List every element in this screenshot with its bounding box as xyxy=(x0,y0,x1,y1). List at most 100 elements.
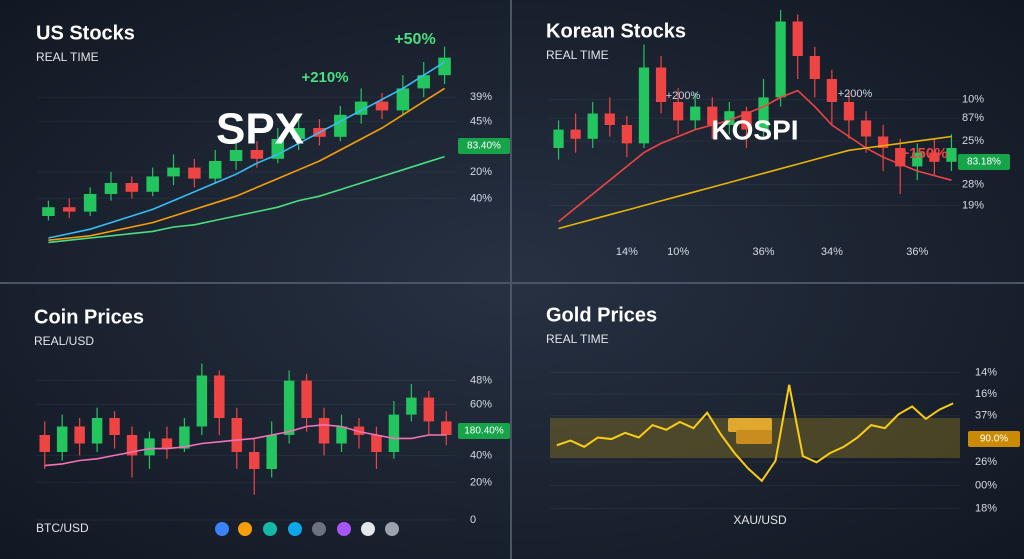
series-line xyxy=(48,87,446,241)
candle-body xyxy=(638,67,650,144)
x-tick-label: 34% xyxy=(821,246,843,258)
candle-body xyxy=(388,414,400,452)
candle-body xyxy=(826,79,837,102)
value-badge-label: 83.18% xyxy=(967,157,1001,168)
y-tick-label: 20% xyxy=(470,166,492,178)
value-badge-label: 90.0% xyxy=(980,434,1008,445)
panel-title: Korean Stocks xyxy=(546,20,686,42)
value-badge xyxy=(958,154,1010,170)
candle-body xyxy=(860,120,872,137)
annotation: +210% xyxy=(301,69,348,86)
candle-body xyxy=(231,418,243,452)
candle-body xyxy=(655,67,667,102)
candle-body xyxy=(208,161,222,179)
x-tick-label: 36% xyxy=(906,246,928,258)
y-tick-label: 48% xyxy=(470,375,492,387)
candle-body xyxy=(318,418,330,444)
panel-title: Gold Prices xyxy=(546,304,657,326)
candle-body xyxy=(371,435,382,452)
candle-body xyxy=(423,397,435,422)
candle-body xyxy=(91,418,103,444)
candle-body xyxy=(56,426,68,452)
y-tick-label: 18% xyxy=(975,503,997,515)
candle-body xyxy=(929,152,940,162)
candle-body xyxy=(42,207,55,216)
series-line xyxy=(48,61,446,239)
candle-body xyxy=(621,125,632,144)
panel-subtitle: REAL TIME xyxy=(546,332,609,346)
candle-body xyxy=(878,136,889,148)
gold-bars xyxy=(728,418,772,444)
series-line xyxy=(558,89,952,223)
candle-body xyxy=(146,176,159,192)
candle-body xyxy=(271,139,285,159)
candle-body xyxy=(724,111,735,125)
y-tick-label: 20% xyxy=(470,477,492,489)
panel-title: US Stocks xyxy=(36,22,135,44)
candle-body xyxy=(375,101,389,111)
series-line xyxy=(558,135,952,230)
candle-body xyxy=(673,102,684,121)
y-tick-label: 26% xyxy=(975,456,997,468)
candle-body xyxy=(758,97,769,130)
candle-body xyxy=(417,75,430,89)
panel-subtitle: REAL TIME xyxy=(546,48,609,62)
panel-footer: BTC/USD xyxy=(36,521,89,535)
candle-body xyxy=(741,111,752,130)
y-tick-label: 39% xyxy=(470,91,492,103)
annotation: +200% xyxy=(666,90,701,102)
candle-body xyxy=(690,106,701,121)
candle-body xyxy=(843,102,855,121)
y-tick-label: 28% xyxy=(962,179,984,191)
candle-body xyxy=(248,452,260,469)
x-tick-label: 14% xyxy=(616,246,638,258)
annotation: +150% xyxy=(900,145,947,162)
y-tick-label: 45% xyxy=(470,115,492,127)
coin-icons xyxy=(215,522,399,536)
candle-body xyxy=(266,435,277,469)
y-tick-label: 00% xyxy=(975,479,997,491)
candle-body xyxy=(188,167,201,179)
value-badge-label: 83.40% xyxy=(467,141,501,152)
candle-body xyxy=(283,380,295,435)
candle-body xyxy=(167,167,180,177)
candle-body xyxy=(353,426,365,435)
candle-body xyxy=(912,152,923,167)
value-badge xyxy=(968,431,1020,447)
y-tick-label: 19% xyxy=(962,199,984,211)
candle-body xyxy=(406,397,417,415)
candle-body xyxy=(74,426,85,444)
panel-footer: XAU/USD xyxy=(733,513,787,527)
candle-body xyxy=(946,148,957,162)
candle-body xyxy=(125,183,139,192)
candle-body xyxy=(396,88,410,111)
candle-body xyxy=(570,129,581,139)
y-tick-label: 25% xyxy=(962,135,984,147)
candle-body xyxy=(229,150,243,161)
candle-body xyxy=(63,207,76,212)
value-badge xyxy=(458,138,510,154)
candle-body xyxy=(104,183,118,194)
candle-body xyxy=(214,375,225,418)
annotation: +200% xyxy=(838,88,873,100)
candle-body xyxy=(161,438,173,449)
y-tick-label: 14% xyxy=(975,366,997,378)
annotation: KOSPI xyxy=(711,114,798,145)
candle-body xyxy=(126,435,138,456)
y-tick-label: 37% xyxy=(975,410,997,422)
panel-subtitle: REAL TIME xyxy=(36,50,99,64)
candle-body xyxy=(792,21,803,56)
candle-body xyxy=(196,375,208,427)
candle-body xyxy=(336,426,347,444)
y-tick-label: 60% xyxy=(470,398,492,410)
series-line xyxy=(44,423,447,467)
candle-body xyxy=(587,113,598,139)
candle-body xyxy=(334,114,347,137)
panel-subtitle: REAL/USD xyxy=(34,334,94,348)
candle-body xyxy=(179,426,190,449)
x-tick-label: 10% xyxy=(667,246,689,258)
candle-body xyxy=(553,129,564,148)
panel-title: Coin Prices xyxy=(34,306,144,328)
candle-body xyxy=(604,113,615,125)
